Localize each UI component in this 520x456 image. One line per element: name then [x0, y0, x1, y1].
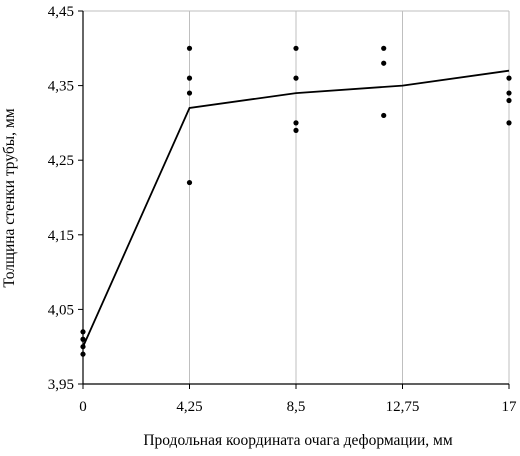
scatter-point-15: [506, 75, 512, 81]
scatter-point-12: [381, 45, 387, 51]
axes: [78, 10, 510, 389]
scatter-point-17: [506, 97, 512, 104]
scatter-point-6: [186, 90, 193, 96]
scatter-point-13: [381, 60, 387, 66]
trend-line-series: [82, 69, 510, 348]
x-tick-labels: 0 4,25 8,5 12,75 17: [79, 399, 517, 415]
y-axis-title: Толщина стенки трубы, мм: [1, 108, 18, 287]
scatter-point-16: [506, 90, 512, 96]
trend-line: [82, 69, 510, 348]
scatter-point-10: [293, 120, 299, 126]
y-tick-label-5: 4,45: [48, 4, 74, 20]
scatter-point-3: [80, 351, 86, 357]
y-tick-label-1: 4,05: [48, 302, 74, 318]
scatter-point-9: [293, 75, 299, 81]
x-axis-title: Продольная координата очага деформации, …: [143, 432, 453, 449]
scatter-point-4: [186, 45, 193, 51]
x-tick-label-3: 12,75: [386, 399, 420, 415]
x-tick-label-0: 0: [79, 399, 87, 415]
grid-lines: [83, 10, 510, 384]
x-tick-label-1: 4,25: [176, 399, 202, 415]
scatter-point-7: [186, 179, 193, 186]
y-tick-label-0: 3,95: [48, 377, 74, 393]
scatter-series: [80, 45, 512, 357]
y-tick-label-2: 4,15: [48, 228, 74, 244]
x-tick-label-2: 8,5: [287, 399, 306, 415]
scatter-point-11: [293, 127, 299, 133]
scatter-point-0: [80, 329, 86, 335]
y-tick-labels: 3,95 4,05 4,15 4,25 4,35 4,45: [48, 4, 74, 393]
y-tick-label-4: 4,35: [48, 79, 74, 95]
scatter-point-2: [80, 344, 86, 350]
y-tick-label-3: 4,25: [48, 153, 74, 169]
scatter-point-14: [381, 112, 387, 119]
scatter-point-1: [80, 336, 86, 342]
x-tick-label-4: 17: [502, 399, 518, 415]
scatter-point-5: [186, 75, 193, 81]
scatter-point-8: [293, 45, 299, 51]
scatter-point-18: [506, 120, 512, 126]
